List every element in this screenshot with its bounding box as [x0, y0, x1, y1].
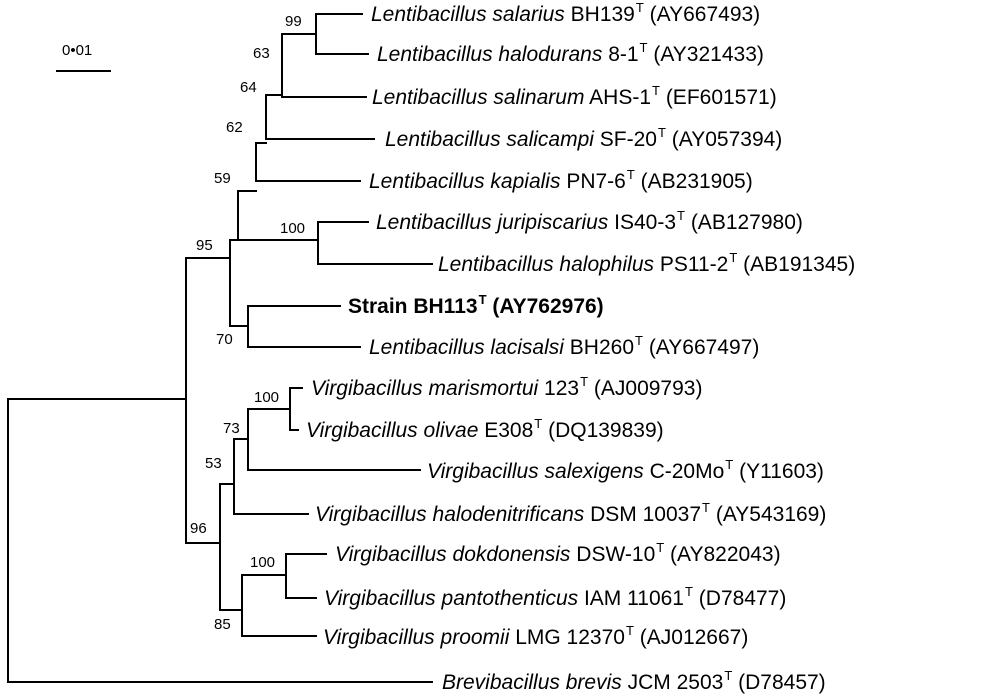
bootstrap-value: 64: [240, 79, 257, 96]
bootstrap-value: 96: [190, 520, 207, 537]
taxon-label: Virgibacillus halodenitrificans DSM 1003…: [315, 500, 827, 526]
bootstrap-value: 70: [216, 331, 233, 348]
bootstrap-value: 99: [285, 13, 302, 30]
taxon-label: Lentibacillus halodurans 8-1T (AY321433): [377, 40, 764, 66]
taxon-label: Brevibacillus brevis JCM 2503T (D78457): [442, 668, 826, 694]
bootstrap-value: 100: [250, 554, 276, 571]
taxon-label: Virgibacillus pantothenticus IAM 11061T …: [324, 584, 787, 610]
bootstrap-value: 62: [226, 119, 243, 136]
taxon-label: Lentibacillus halophilus PS11-2T (AB1913…: [438, 250, 856, 276]
taxon-label: Lentibacillus salicampi SF-20T (AY057394…: [385, 125, 783, 151]
bootstrap-value: 85: [214, 616, 231, 633]
bootstrap-value: 59: [214, 170, 231, 187]
taxon-label: Lentibacillus juripiscarius IS40-3T (AB1…: [376, 208, 803, 234]
bootstrap-value: 63: [253, 45, 270, 62]
taxon-label: Lentibacillus salarius BH139T (AY667493): [371, 0, 761, 26]
taxon-label: Lentibacillus lacisalsi BH260T (AY667497…: [369, 333, 760, 359]
taxon-label: Virgibacillus marismortui 123T (AJ009793…: [311, 374, 703, 400]
bootstrap-value: 100: [254, 389, 280, 406]
taxon-label: Virgibacillus salexigens C-20MoT (Y11603…: [427, 457, 824, 483]
scale-bar-label: 0•01: [62, 42, 93, 59]
taxon-label: Virgibacillus dokdonensis DSW-10T (AY822…: [335, 540, 781, 566]
taxon-label-query-strain: Strain BH113T (AY762976): [348, 292, 604, 318]
bootstrap-value: 73: [223, 420, 240, 437]
taxon-label: Virgibacillus proomii LMG 12370T (AJ0126…: [323, 623, 749, 649]
bootstrap-value: 100: [280, 220, 306, 237]
bootstrap-value: 95: [196, 237, 213, 254]
bootstrap-value: 53: [205, 455, 222, 472]
taxon-label: Lentibacillus salinarum AHS-1T (EF601571…: [372, 83, 777, 109]
taxon-label: Lentibacillus kapialis PN7-6T (AB231905): [369, 167, 753, 193]
taxon-label: Virgibacillus olivae E308T (DQ139839): [306, 416, 664, 442]
